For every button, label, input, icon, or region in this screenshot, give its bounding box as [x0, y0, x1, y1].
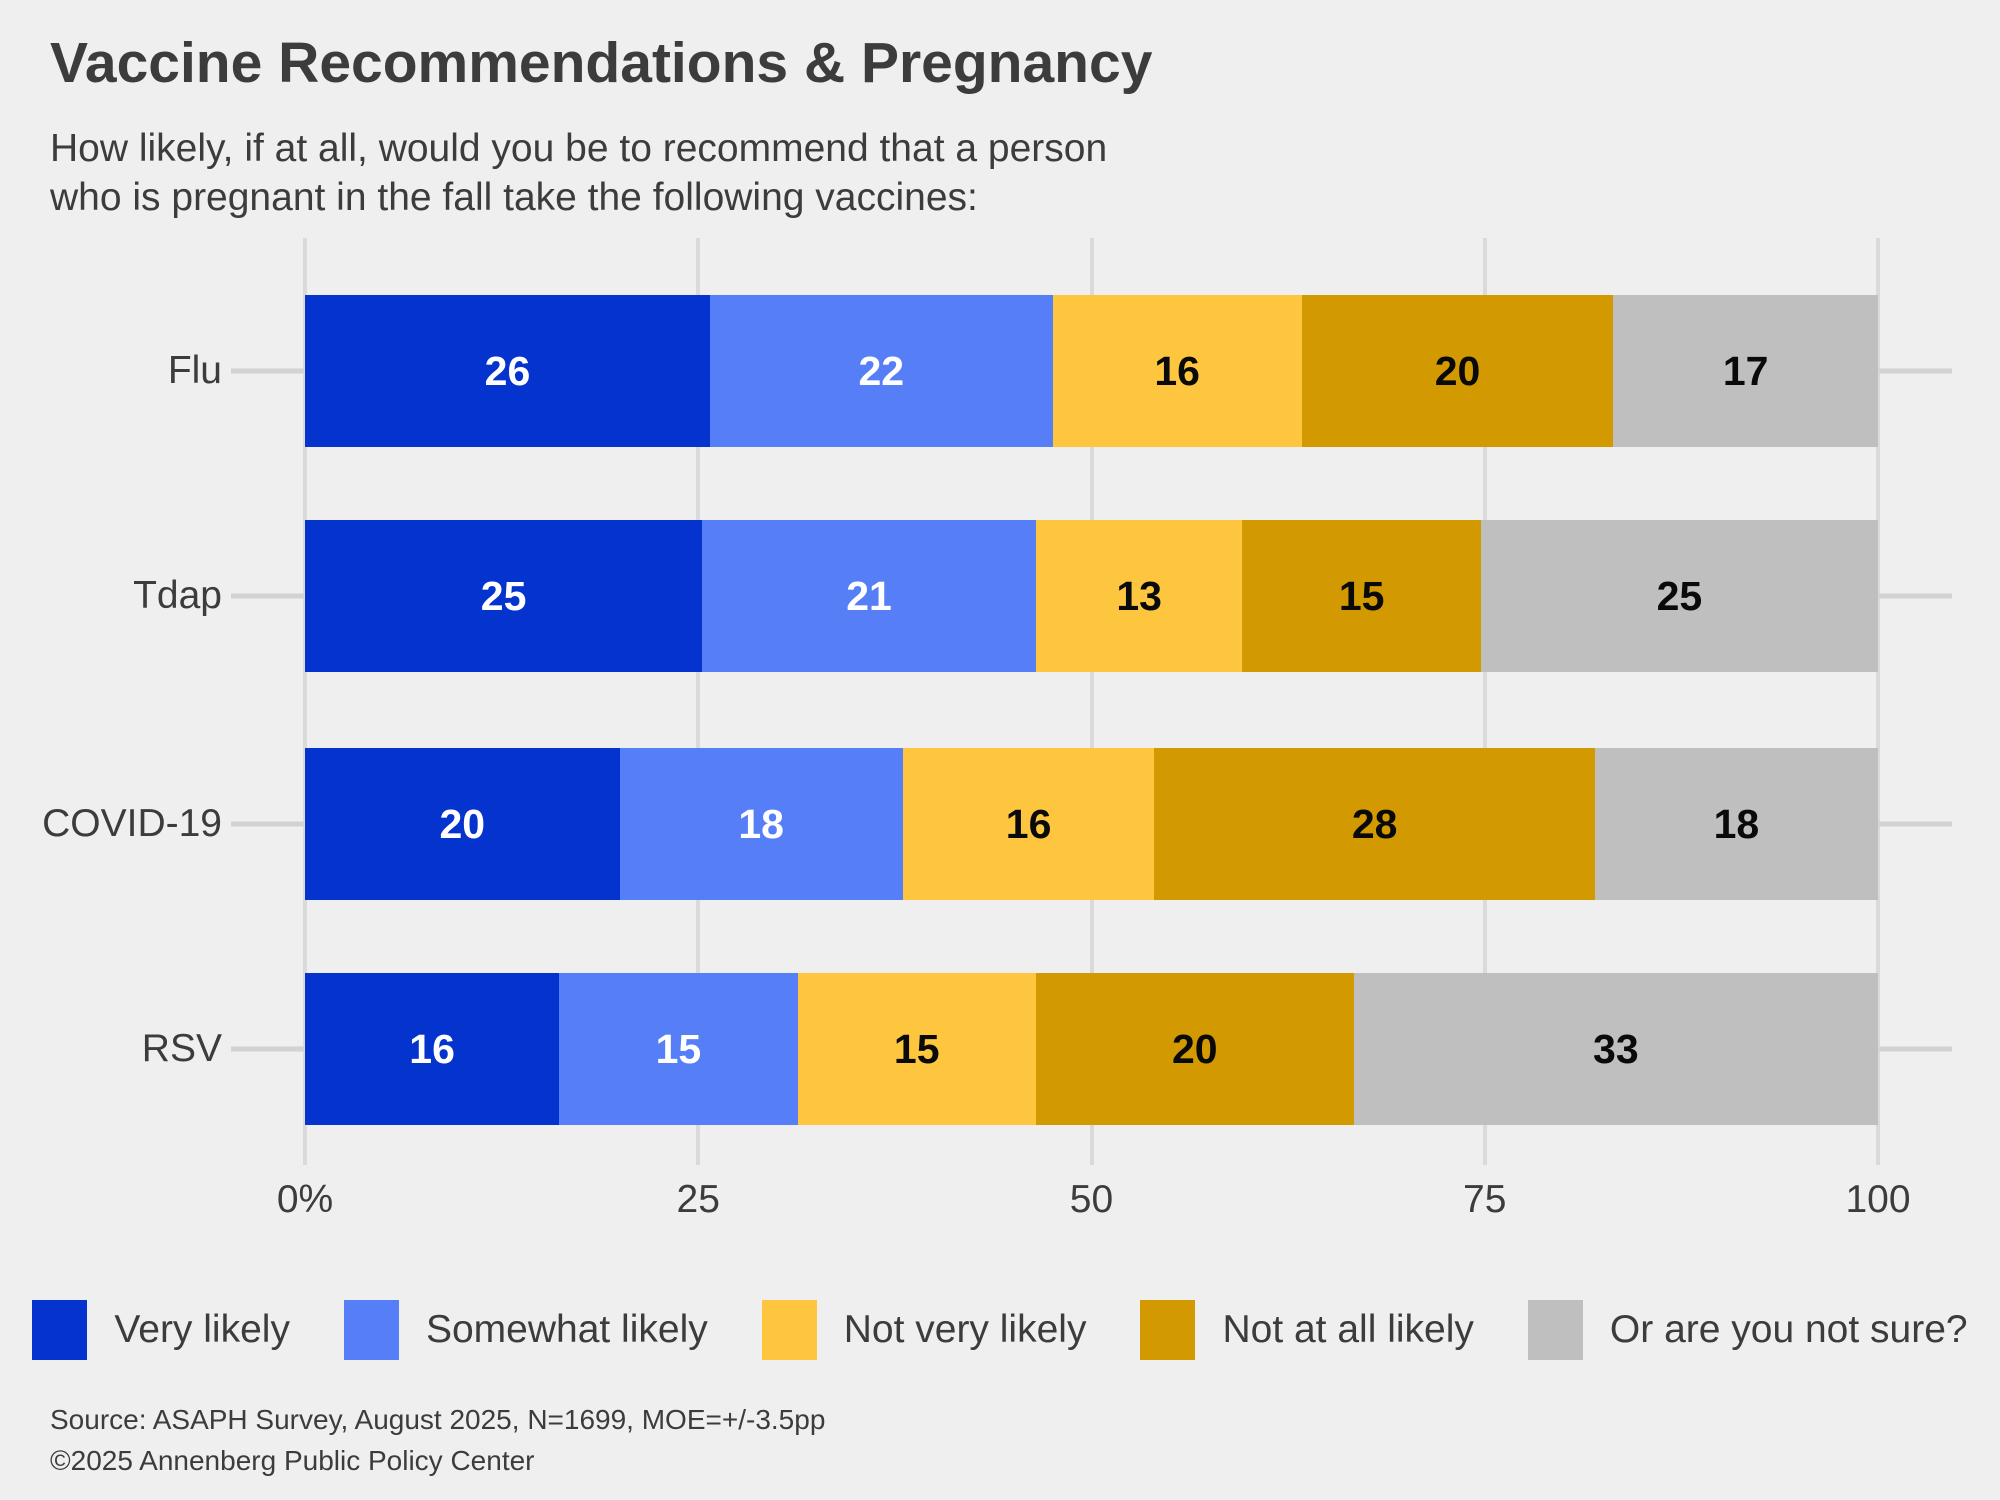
bar-value-label: 18: [738, 800, 784, 847]
left-tick-flu: [231, 368, 304, 374]
bar-row-flu: 26 22 16 20 17: [305, 295, 1879, 447]
bar-value-label: 26: [484, 347, 531, 394]
copyright-line: ©2025 Annenberg Public Policy Center: [50, 1444, 535, 1476]
legend-label: Somewhat likely: [425, 1308, 708, 1351]
chart-subtitle-line2: who is pregnant in the fall take the fol…: [50, 175, 978, 219]
chart-subtitle: How likely, if at all, would you be to r…: [50, 125, 1107, 223]
source-note: Source: ASAPH Survey, August 2025, N=169…: [50, 1400, 825, 1481]
bar-segment: 15: [797, 973, 1036, 1125]
bar-segment: 16: [1052, 295, 1302, 447]
gridline-50: [1089, 238, 1094, 1165]
bar-segment: 20: [1035, 973, 1354, 1125]
right-tick-tdap: [1879, 593, 1952, 599]
bar-value-label: 20: [1434, 347, 1481, 394]
category-label-covid-19: COVID-19: [42, 802, 222, 845]
bar-value-label: 17: [1722, 347, 1769, 394]
bar-value-label: 16: [1154, 347, 1200, 394]
legend-label: Very likely: [114, 1308, 290, 1351]
legend-item: Or are you not sure?: [1527, 1300, 1968, 1360]
bar-value-label: 15: [655, 1025, 702, 1072]
gridline-25: [696, 238, 701, 1165]
bar-row-tdap: 25 21 13 15 25: [305, 520, 1878, 672]
bar-value-label: 18: [1713, 800, 1760, 847]
x-axis-label-0: 0%: [276, 1178, 334, 1221]
bar-value-label: 16: [1005, 800, 1052, 847]
category-label-flu: Flu: [167, 349, 222, 392]
bar-row-rsv: 16 15 15 20 33: [305, 973, 1878, 1125]
gridline-0: [303, 238, 307, 1165]
bar-segment: 21: [702, 520, 1036, 672]
legend-item: Not very likely: [761, 1300, 1087, 1360]
right-tick-rsv: [1879, 1046, 1952, 1052]
bar-row-covid-19: 20 18 16 28 18: [305, 748, 1878, 900]
bar-segment: 17: [1613, 295, 1879, 447]
bar-segment: 18: [1594, 748, 1878, 900]
legend-label: Or are you not sure?: [1609, 1308, 1968, 1351]
bar-value-label: 33: [1593, 1025, 1639, 1072]
bar-segment: 26: [305, 295, 710, 447]
right-tick-covid-19: [1879, 821, 1952, 827]
legend-swatch: [1140, 1300, 1196, 1360]
legend-item: Somewhat likely: [343, 1300, 708, 1360]
gridline-75: [1482, 238, 1487, 1165]
bar-segment: 20: [1301, 295, 1614, 447]
bar-segment: 16: [902, 748, 1155, 900]
legend-swatch: [32, 1300, 88, 1360]
bar-segment: 20: [305, 748, 620, 900]
bar-value-label: 20: [1171, 1025, 1218, 1072]
bar-segment: 33: [1353, 973, 1878, 1125]
legend-swatch: [761, 1300, 817, 1360]
bar-segment: 16: [305, 973, 560, 1125]
bar-value-label: 25: [1656, 572, 1703, 619]
chart-title: Vaccine Recommendations & Pregnancy: [50, 31, 1153, 95]
bar-value-label: 21: [846, 572, 892, 619]
chart-subtitle-line1: How likely, if at all, would you be to r…: [50, 127, 1108, 170]
bar-value-label: 20: [439, 800, 486, 847]
left-tick-covid-19: [231, 821, 304, 827]
source-line: Source: ASAPH Survey, August 2025, N=169…: [50, 1404, 826, 1435]
category-label-rsv: RSV: [141, 1027, 222, 1070]
bar-value-label: 15: [1338, 572, 1385, 619]
bar-segment: 15: [1242, 520, 1481, 672]
bar-value-label: 13: [1116, 572, 1162, 619]
bar-value-label: 15: [893, 1025, 940, 1072]
right-tick-flu: [1879, 368, 1952, 374]
bar-value-label: 25: [480, 572, 527, 619]
bar-segment: 18: [619, 748, 903, 900]
legend-item: Very likely: [32, 1300, 290, 1360]
x-axis-label-100: 100: [1845, 1178, 1911, 1221]
x-axis-label-50: 50: [1069, 1178, 1114, 1221]
bar-value-label: 22: [858, 347, 905, 394]
legend-label: Not at all likely: [1222, 1308, 1474, 1351]
legend-swatch: [1527, 1300, 1583, 1360]
legend: Very likely Somewhat likely Not very likel…: [0, 1300, 2000, 1360]
legend-item: Not at all likely: [1140, 1300, 1474, 1360]
bar-segment: 15: [559, 973, 798, 1125]
bar-value-label: 28: [1351, 800, 1398, 847]
x-axis-label-75: 75: [1463, 1178, 1507, 1221]
bar-segment: 28: [1154, 748, 1595, 900]
legend-swatch: [343, 1300, 399, 1360]
bar-segment: 25: [1480, 520, 1878, 672]
bar-segment: 22: [709, 295, 1053, 447]
category-label-tdap: Tdap: [133, 574, 222, 617]
bar-value-label: 16: [409, 1025, 455, 1072]
bar-segment: 13: [1035, 520, 1243, 672]
gridline-100: [1876, 238, 1880, 1165]
left-tick-tdap: [231, 593, 304, 599]
plot-area: 26 22 16 20 17 25 21 13 15 25 20 18 16 28 18 16 15 15 20 33: [303, 238, 1880, 1165]
left-tick-rsv: [231, 1046, 304, 1052]
legend-label: Not very likely: [843, 1308, 1087, 1351]
x-axis-label-25: 25: [676, 1178, 720, 1221]
bar-segment: 25: [305, 520, 703, 672]
